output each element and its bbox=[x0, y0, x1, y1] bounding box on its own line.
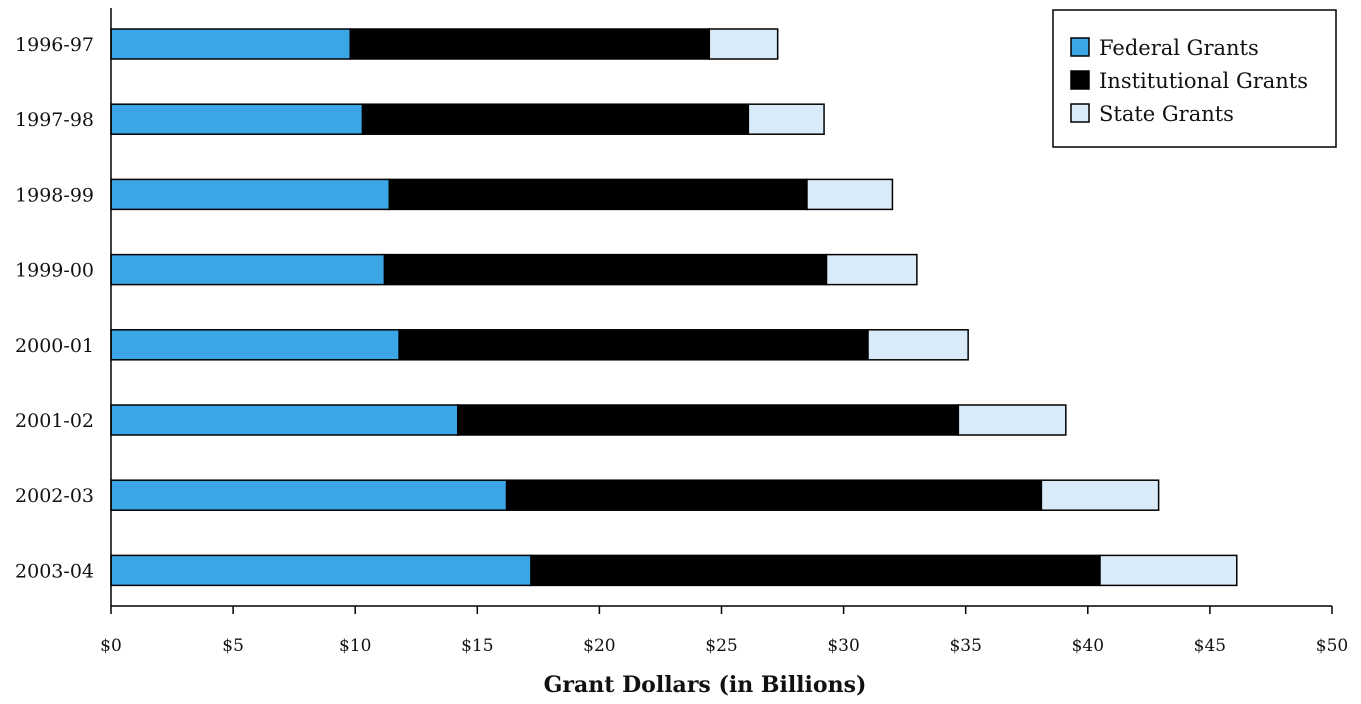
bar-state-grants-1998-99 bbox=[806, 178, 894, 211]
bar-state-grants-1997-98 bbox=[747, 103, 825, 135]
x-axis-label: Grant Dollars (in Billions) bbox=[544, 672, 867, 698]
bar-federal-grants-1999-00 bbox=[110, 253, 386, 286]
x-tick-label: $40 bbox=[1072, 636, 1104, 656]
x-tick-label: $45 bbox=[1194, 636, 1226, 656]
x-tick-label: $15 bbox=[461, 636, 493, 656]
legend-swatch-institutional bbox=[1070, 70, 1090, 90]
bar-federal-grants-1996-97 bbox=[110, 28, 352, 60]
bar-institutional-grants-1997-98 bbox=[361, 103, 750, 135]
bar-institutional-grants-1996-97 bbox=[349, 28, 711, 60]
bar-federal-grants-1997-98 bbox=[110, 103, 364, 135]
bar-state-grants-2001-02 bbox=[957, 404, 1067, 436]
category-label: 2003-04 bbox=[15, 560, 94, 582]
bar-federal-grants-2002-03 bbox=[110, 479, 508, 511]
legend: Federal Grants Institutional Grants Stat… bbox=[1052, 9, 1337, 148]
x-tick-label: $25 bbox=[705, 636, 737, 656]
category-labels-layer: 1996-97 1997-98 1998-99 1999-00 2000-01 2001-… bbox=[15, 34, 94, 582]
x-tick-label: $35 bbox=[949, 636, 981, 656]
category-label: 2001-02 bbox=[15, 410, 94, 432]
category-label: 2002-03 bbox=[15, 485, 94, 507]
bar-state-grants-2002-03 bbox=[1040, 479, 1160, 511]
bars-layer bbox=[110, 28, 1238, 587]
bar-federal-grants-1998-99 bbox=[110, 178, 391, 211]
bar-institutional-grants-1999-00 bbox=[383, 253, 828, 286]
legend-item-federal: Federal Grants bbox=[1070, 36, 1259, 60]
x-tick-label: $0 bbox=[100, 636, 122, 656]
x-tick-label: $30 bbox=[827, 636, 859, 656]
bar-institutional-grants-2003-04 bbox=[530, 554, 1101, 587]
bar-federal-grants-2001-02 bbox=[110, 404, 459, 436]
category-label: 2000-01 bbox=[15, 335, 94, 357]
legend-item-institutional: Institutional Grants bbox=[1070, 69, 1308, 93]
category-label: 1996-97 bbox=[15, 34, 94, 56]
x-tick-label: $50 bbox=[1316, 636, 1348, 656]
bar-federal-grants-2000-01 bbox=[110, 329, 400, 361]
bar-federal-grants-2003-04 bbox=[110, 554, 532, 587]
legend-box bbox=[1052, 9, 1337, 148]
category-label: 1999-00 bbox=[15, 260, 94, 282]
x-tick-label: $5 bbox=[222, 636, 244, 656]
bar-institutional-grants-1998-99 bbox=[388, 178, 808, 211]
bar-institutional-grants-2001-02 bbox=[457, 404, 960, 436]
legend-label-institutional: Institutional Grants bbox=[1099, 69, 1308, 93]
legend-item-state: State Grants bbox=[1070, 102, 1234, 126]
category-label: 1997-98 bbox=[15, 109, 94, 131]
x-tick-label: $20 bbox=[583, 636, 615, 656]
category-label: 1998-99 bbox=[15, 184, 94, 206]
bar-state-grants-2000-01 bbox=[867, 329, 969, 361]
bar-institutional-grants-2000-01 bbox=[398, 329, 869, 361]
legend-label-state: State Grants bbox=[1099, 102, 1234, 126]
legend-swatch-federal bbox=[1070, 37, 1090, 57]
x-tick-label: $10 bbox=[339, 636, 371, 656]
legend-swatch-state bbox=[1070, 103, 1090, 123]
bar-state-grants-2003-04 bbox=[1099, 554, 1238, 587]
legend-label-federal: Federal Grants bbox=[1099, 36, 1259, 60]
bar-state-grants-1999-00 bbox=[825, 253, 918, 286]
bar-institutional-grants-2002-03 bbox=[505, 479, 1043, 511]
bar-state-grants-1996-97 bbox=[708, 28, 779, 60]
x-ticks-layer: $0 $5 $10 $15 $20 $25 $30 $35 $40 $45 $50 bbox=[100, 606, 1348, 656]
